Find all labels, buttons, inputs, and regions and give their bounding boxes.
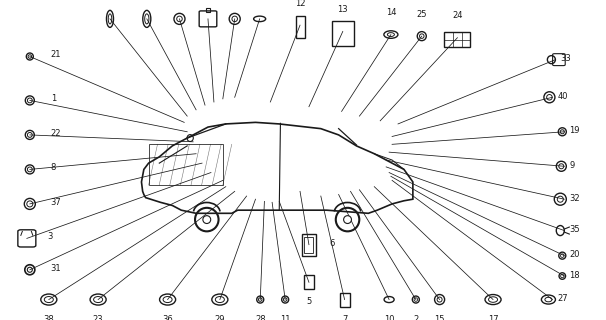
Text: 21: 21 xyxy=(51,51,61,60)
Bar xyxy=(304,237,313,253)
Text: 37: 37 xyxy=(51,198,61,207)
Text: 20: 20 xyxy=(569,250,579,259)
Text: 9: 9 xyxy=(569,161,574,170)
Text: 39: 39 xyxy=(141,0,152,2)
Text: 30: 30 xyxy=(230,0,240,2)
Text: 27: 27 xyxy=(557,294,568,303)
Text: 23: 23 xyxy=(93,315,104,320)
Bar xyxy=(444,32,470,47)
Text: 6: 6 xyxy=(330,239,335,248)
Text: 24: 24 xyxy=(452,12,462,20)
Text: 34: 34 xyxy=(202,0,213,2)
Bar xyxy=(296,16,305,38)
Bar xyxy=(148,144,223,185)
Ellipse shape xyxy=(203,216,211,223)
Text: 13: 13 xyxy=(338,5,348,14)
Bar xyxy=(339,292,350,307)
Bar xyxy=(206,8,210,12)
Text: 3: 3 xyxy=(48,232,53,241)
Text: 35: 35 xyxy=(569,225,580,234)
Text: 10: 10 xyxy=(384,315,395,320)
Ellipse shape xyxy=(344,216,351,223)
Text: 4: 4 xyxy=(177,0,182,2)
Text: 16: 16 xyxy=(255,0,265,2)
Text: 17: 17 xyxy=(488,315,498,320)
Bar xyxy=(331,21,354,46)
Text: 8: 8 xyxy=(51,163,56,172)
Text: 28: 28 xyxy=(255,315,265,320)
Text: 38: 38 xyxy=(44,315,54,320)
Bar xyxy=(302,234,316,256)
Text: 32: 32 xyxy=(569,194,580,203)
Text: 15: 15 xyxy=(435,315,445,320)
Text: 12: 12 xyxy=(295,0,305,8)
Text: 2: 2 xyxy=(413,315,419,320)
Text: 31: 31 xyxy=(51,264,61,273)
Text: 14: 14 xyxy=(385,8,396,17)
Text: 40: 40 xyxy=(557,92,568,101)
Text: 33: 33 xyxy=(560,54,571,63)
Text: 11: 11 xyxy=(280,315,290,320)
Text: 25: 25 xyxy=(416,10,427,19)
Text: 18: 18 xyxy=(569,271,580,280)
Text: 29: 29 xyxy=(215,315,225,320)
Text: 36: 36 xyxy=(162,315,173,320)
Text: 26: 26 xyxy=(105,0,115,2)
Text: 19: 19 xyxy=(569,126,579,135)
Text: 22: 22 xyxy=(51,129,61,138)
Bar xyxy=(304,275,314,289)
Text: 1: 1 xyxy=(51,94,56,103)
Text: 5: 5 xyxy=(306,297,311,306)
Text: 7: 7 xyxy=(342,315,347,320)
